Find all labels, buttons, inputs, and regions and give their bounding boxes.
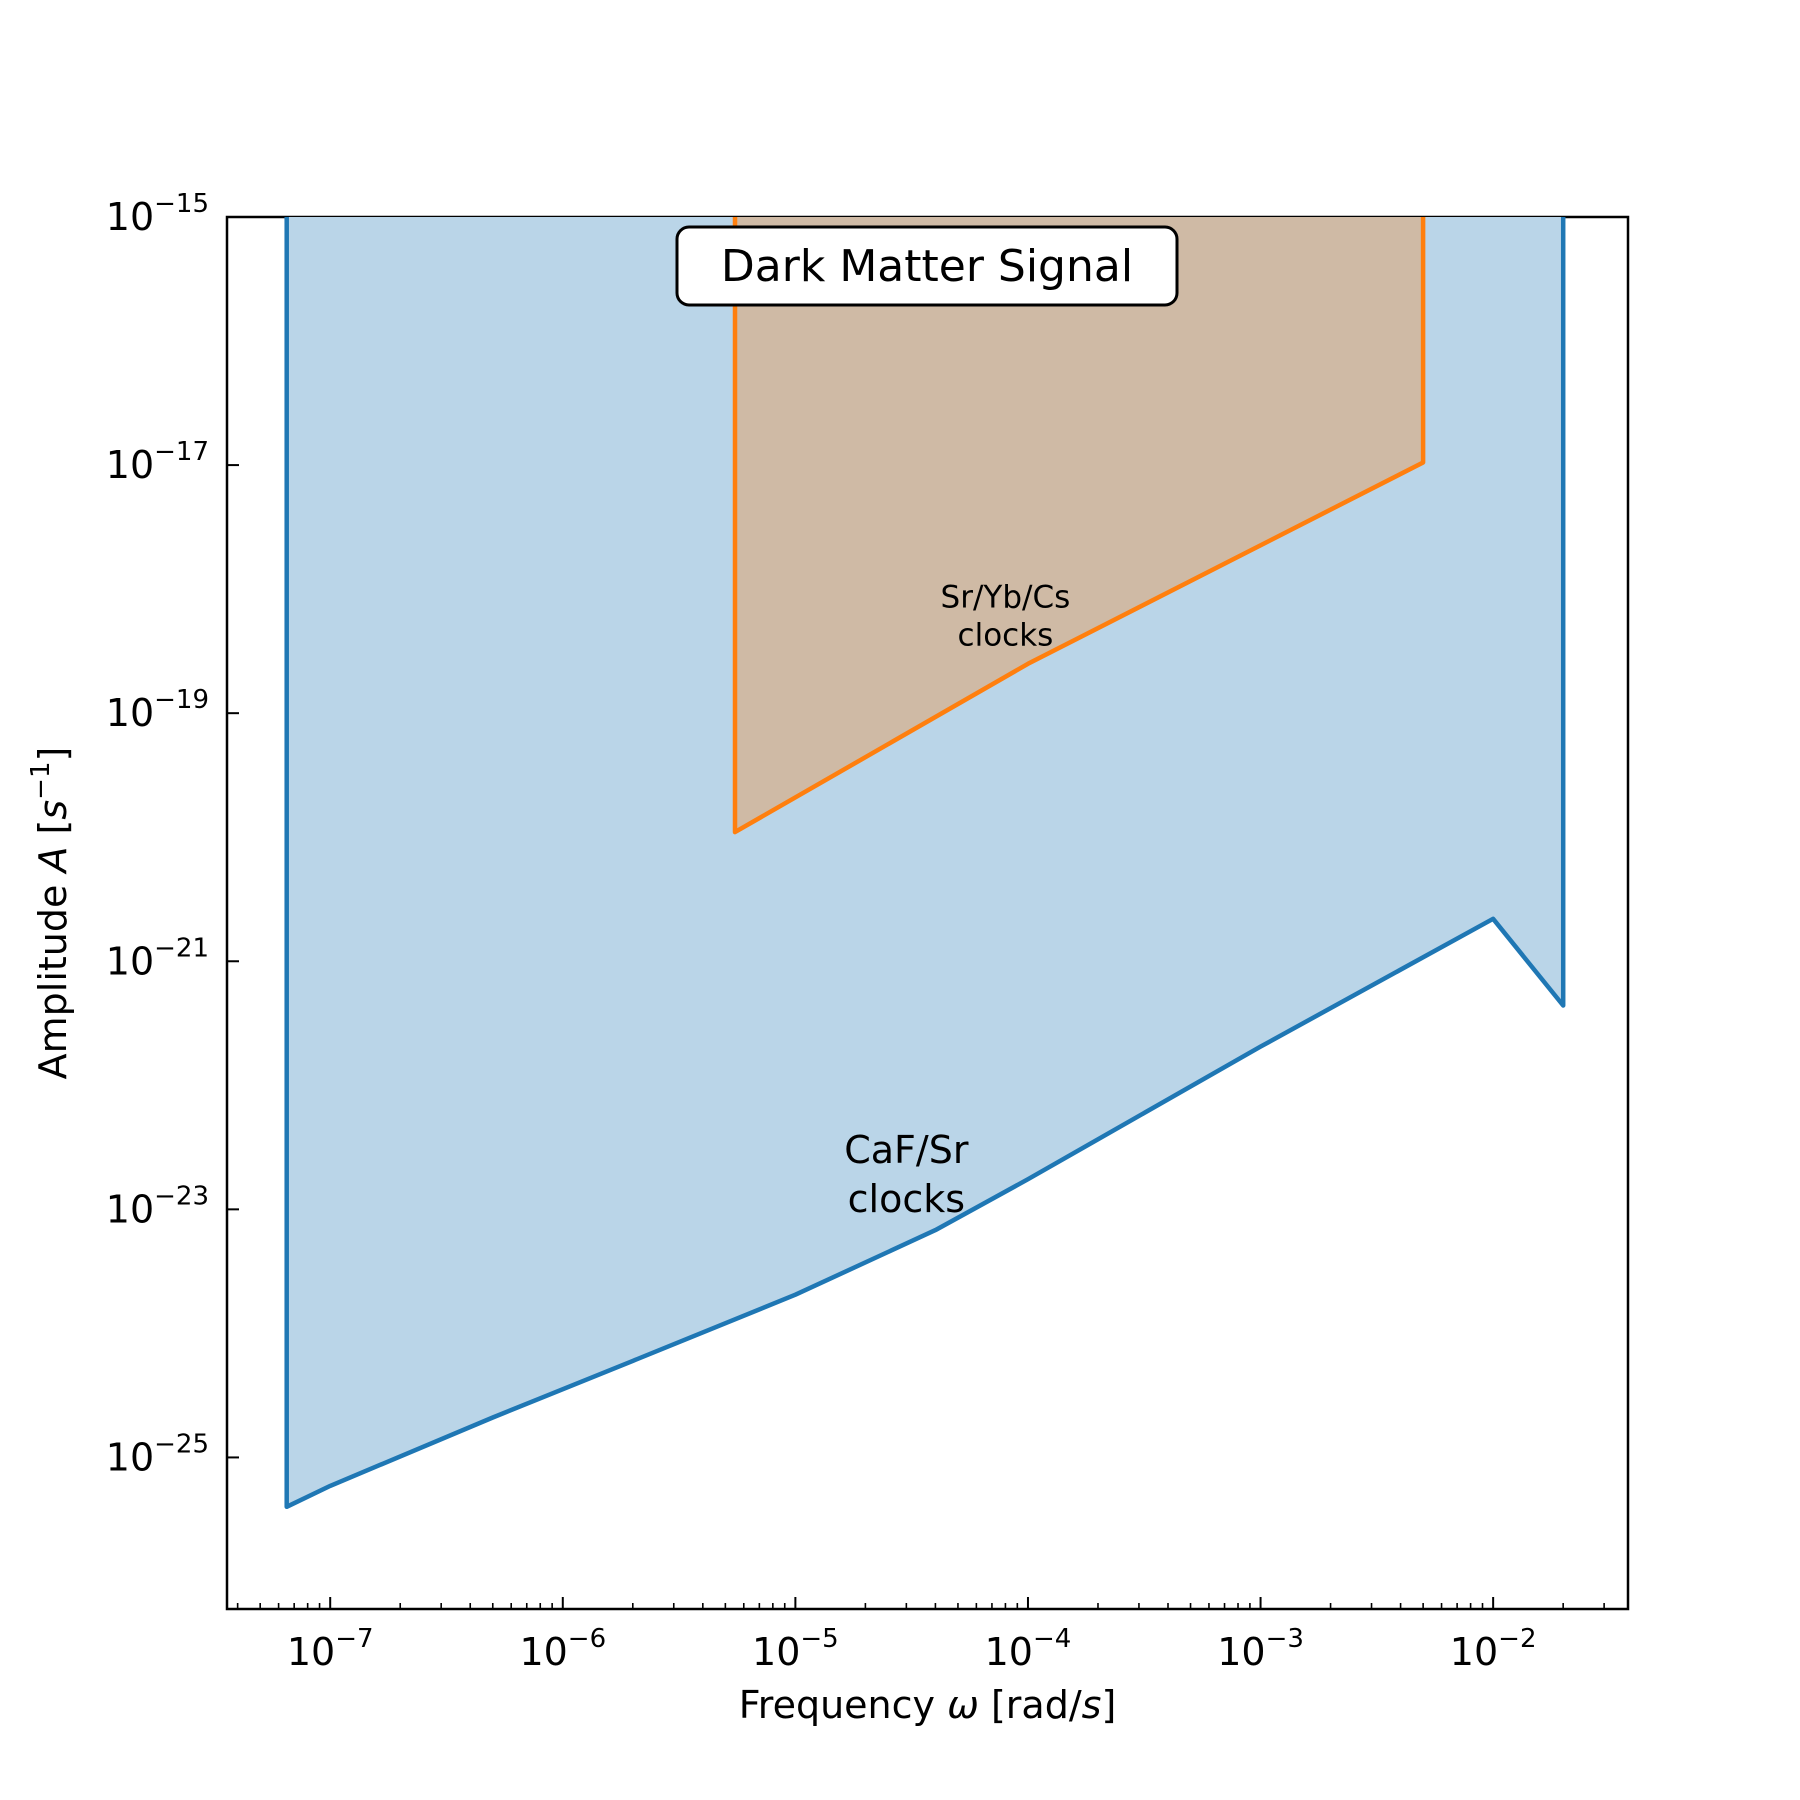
y-tick-label-3: 10−21 (106, 933, 209, 983)
y-tick-label-4: 10−23 (106, 1181, 209, 1231)
y-tick-label-5: 10−25 (106, 1429, 209, 1479)
x-tick-label-2: 10−5 (752, 1624, 839, 1674)
regions (284, 217, 1566, 1510)
y-tick-label-2: 10−19 (106, 685, 209, 735)
y-tick-label-0: 10−15 (106, 189, 209, 239)
region-label-0: CaF/Sr clocks (844, 1128, 969, 1221)
labels: CaF/Sr clocks Sr/Yb/Cs clocks 10−7 10−6 10−5 10… (26, 189, 1536, 1727)
x-tick-label-4: 10−3 (1217, 1624, 1304, 1674)
y-tick-label-1: 10−17 (106, 437, 209, 487)
y-axis-label: Amplitude A [s−1] (26, 747, 75, 1080)
x-tick-label-1: 10−6 (519, 1624, 606, 1674)
region-fill-1 (735, 217, 1424, 833)
region-outline-1 (732, 217, 1426, 835)
region-outline-0 (284, 217, 1566, 1510)
x-tick-label-3: 10−4 (985, 1624, 1072, 1674)
x-axis-label: Frequency ω [rad/s] (739, 1683, 1117, 1727)
x-tick-label-5: 10−2 (1450, 1624, 1537, 1674)
x-tick-label-0: 10−7 (287, 1624, 374, 1674)
chart-title: Dark Matter Signal (721, 241, 1133, 292)
title-box (675, 225, 1179, 307)
ticks (227, 216, 1605, 1609)
region-label-1: Sr/Yb/Cs clocks (941, 579, 1071, 653)
